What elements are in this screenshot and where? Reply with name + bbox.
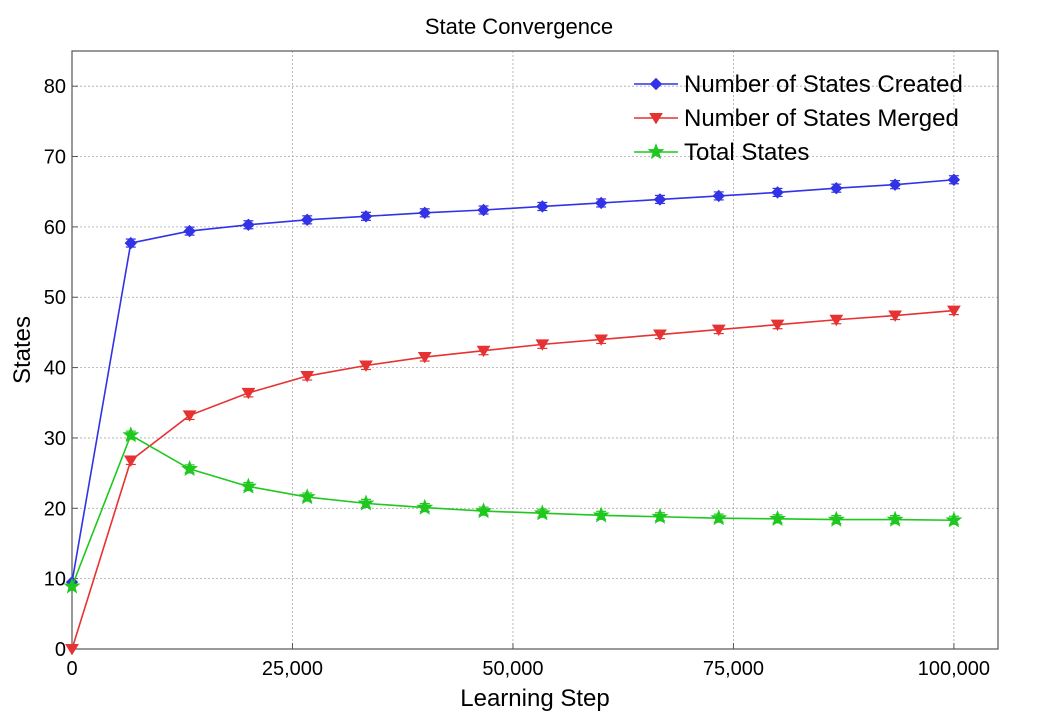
y-tick-label: 50 [44, 287, 66, 309]
y-tick-label: 0 [55, 639, 66, 661]
legend-label: Total States [684, 139, 809, 166]
y-tick-label: 70 [44, 147, 66, 169]
data-point [711, 324, 726, 336]
data-point [476, 345, 491, 358]
data-point [888, 310, 902, 322]
data-point [123, 455, 138, 467]
legend-marker [649, 113, 663, 125]
x-axis-label: Learning Step [460, 685, 609, 712]
data-point [653, 329, 667, 341]
data-point [300, 213, 314, 227]
y-tick-label: 80 [44, 76, 66, 98]
y-axis-label: States [9, 316, 36, 384]
data-point [533, 504, 551, 521]
x-tick-label: 25,000 [262, 658, 323, 680]
series-0 [65, 173, 961, 589]
data-point [653, 193, 667, 206]
data-point [417, 352, 432, 364]
legend-entry: Number of States Created [634, 71, 963, 98]
data-point [124, 236, 138, 250]
y-tick-label: 30 [44, 428, 66, 450]
y-tick-label: 10 [44, 569, 66, 591]
data-point [359, 360, 373, 372]
y-tick-label: 40 [44, 358, 66, 380]
data-point [827, 510, 845, 527]
data-point [416, 498, 434, 515]
data-point [359, 210, 373, 223]
legend-label: Number of States Created [684, 71, 963, 98]
y-tick-label: 60 [44, 217, 66, 239]
legend-marker [647, 143, 665, 160]
series-line [71, 178, 954, 583]
data-point [298, 488, 316, 505]
x-tick-label: 50,000 [482, 658, 543, 680]
x-tick-label: 0 [66, 658, 77, 680]
data-point [770, 319, 785, 332]
y-tick-label: 20 [44, 498, 66, 520]
data-point [477, 203, 490, 217]
grid-lines [72, 51, 998, 649]
data-point [829, 314, 844, 327]
series-line [71, 433, 954, 587]
series-layer [63, 173, 963, 656]
series-2 [63, 426, 963, 594]
data-point [183, 224, 196, 238]
data-point [710, 509, 728, 526]
data-point [594, 334, 609, 346]
legend-label: Number of States Merged [684, 105, 959, 132]
data-point [418, 206, 431, 220]
chart-title: State Convergence [425, 14, 613, 39]
axis-ticks: 0 25,000 50,000 75,000 100,000 0 10 20 30 40 50 60 7… [44, 76, 990, 680]
series-line [71, 309, 954, 650]
data-point [947, 305, 961, 317]
data-point [886, 510, 904, 527]
data-point [122, 426, 140, 443]
data-point [651, 507, 669, 524]
series-1 [65, 305, 961, 656]
data-point [535, 339, 550, 351]
data-point [536, 200, 549, 213]
data-point [63, 577, 81, 594]
data-point [475, 502, 492, 519]
data-point [357, 494, 375, 511]
plot-frame [71, 50, 999, 650]
legend-entry: Total States [634, 139, 809, 166]
data-point [181, 460, 198, 477]
data-point [592, 506, 610, 523]
x-tick-label: 100,000 [918, 658, 990, 680]
data-point [712, 189, 725, 203]
legend-entry: Number of States Merged [634, 105, 959, 132]
data-point [239, 477, 257, 494]
data-point [769, 510, 786, 527]
data-point [830, 181, 843, 195]
data-point [182, 410, 197, 422]
legend-marker [649, 77, 663, 91]
data-point [888, 178, 902, 191]
x-tick-label: 75,000 [703, 658, 764, 680]
data-point [300, 371, 315, 383]
data-point [594, 196, 608, 210]
legend: Number of States Created Number of States… [634, 71, 963, 166]
data-point [771, 186, 784, 199]
data-point [65, 644, 79, 656]
data-point [947, 173, 961, 186]
data-point [242, 218, 255, 231]
data-point [241, 387, 256, 400]
data-point [945, 511, 963, 528]
